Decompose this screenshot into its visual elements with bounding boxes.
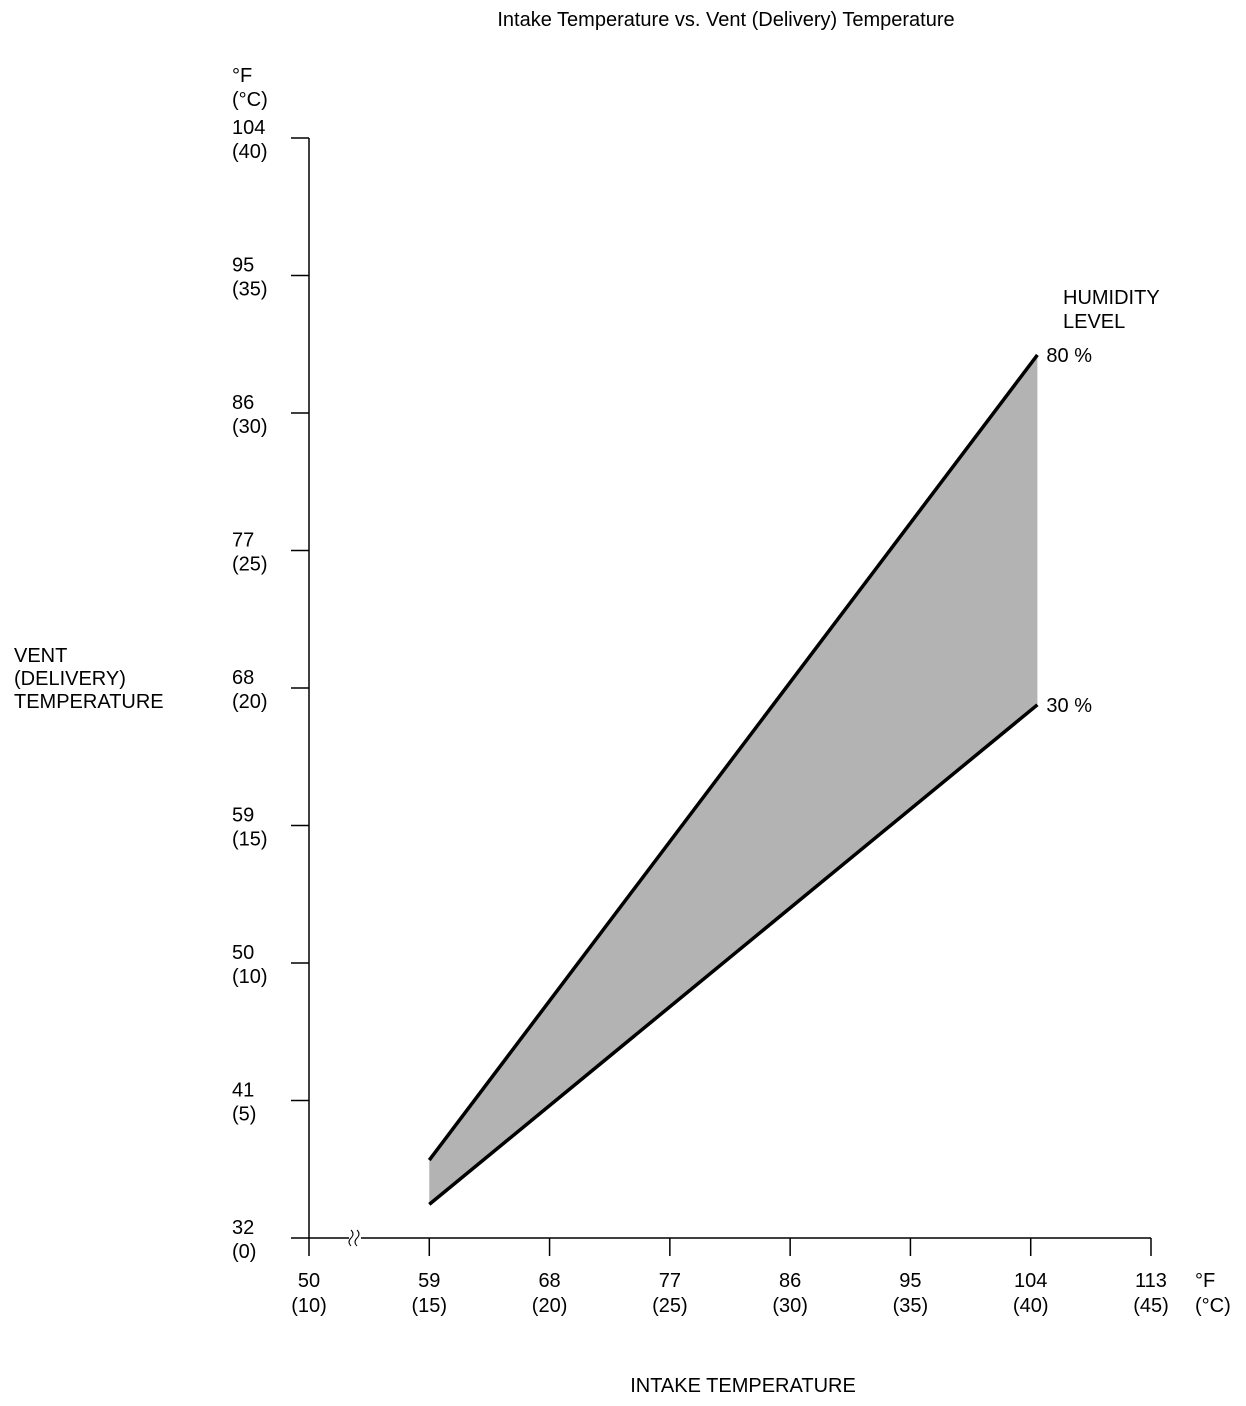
x-tick-label-f: 86 [779,1270,801,1292]
x-axis-unit: °F (°C) [1195,1270,1231,1317]
x-tick-label-c: (20) [532,1295,568,1317]
y-tick-label-f: 41 [232,1080,254,1102]
axis-break-stroke [348,1229,354,1247]
y-axis-label: VENT (DELIVERY) TEMPERATURE [14,645,164,713]
y-axis-unit-f: °F [232,65,252,87]
series-label-humidity-30: 30 % [1046,695,1092,717]
y-axis-unit-c: (°C) [232,89,268,111]
x-axis-ticks: 50 (10) 59 (15) 68 (20) 77 (25) 86 (30) 95 (35) 104 (… [291,1238,1169,1317]
legend-title: HUMIDITY LEVEL [1063,287,1160,333]
y-tick-label-f: 95 [232,255,254,277]
y-tick-label-c: (5) [232,1104,256,1126]
x-tick-label-c: (10) [291,1295,327,1317]
series-label-humidity-80: 80 % [1046,345,1092,367]
y-tick-label-f: 86 [232,392,254,414]
y-axis-label-line-3: TEMPERATURE [14,691,164,713]
chart-title: Intake Temperature vs. Vent (Delivery) T… [497,9,954,31]
x-tick-label-c: (30) [772,1295,808,1317]
legend-title-line-1: HUMIDITY [1063,287,1160,309]
y-tick-label-f: 68 [232,667,254,689]
y-tick-label-c: (10) [232,966,268,988]
x-axis-label: INTAKE TEMPERATURE [630,1375,856,1397]
humidity-band-area [429,354,1038,1205]
x-tick-label-f: 104 [1014,1270,1047,1292]
y-tick-label-c: (40) [232,141,268,163]
y-tick-label-f: 32 [232,1217,254,1239]
x-tick-label-f: 95 [899,1270,921,1292]
axis-break-gap [349,1228,361,1248]
x-axis-break-marker [348,1228,361,1248]
series-labels: 80 % 30 % [1046,345,1092,717]
y-tick-label-c: (15) [232,829,268,851]
y-axis-unit: °F (°C) [232,65,268,111]
x-tick-label-f: 113 [1135,1270,1167,1292]
series-line-humidity-30 [428,703,1039,1206]
series-lines [427,353,1039,1206]
legend-title-line-2: LEVEL [1063,311,1125,333]
axis-break-stroke [354,1229,360,1247]
y-tick-label-f: 59 [232,805,254,827]
y-tick-label-c: (20) [232,691,268,713]
x-tick-label-c: (25) [652,1295,688,1317]
y-axis-label-line-1: VENT [14,645,67,667]
y-tick-label-f: 50 [232,942,254,964]
y-tick-label-c: (0) [232,1241,256,1263]
x-tick-label-f: 59 [418,1270,440,1292]
y-tick-label-c: (25) [232,554,268,576]
x-axis-unit-c: (°C) [1195,1295,1231,1317]
series-line-humidity-80 [427,353,1039,1162]
y-tick-label-f: 77 [232,530,254,552]
y-axis-label-line-2: (DELIVERY) [14,668,126,690]
x-axis-unit-f: °F [1195,1270,1215,1292]
x-tick-label-f: 50 [298,1270,320,1292]
x-tick-label-c: (40) [1013,1295,1049,1317]
y-tick-label-c: (35) [232,279,268,301]
x-tick-label-f: 77 [659,1270,681,1292]
y-tick-label-c: (30) [232,416,268,438]
plot-area: 32(0)41(5)50(10)59(15)68(20)77(25)86(30)… [232,117,1169,1317]
x-tick-label-f: 68 [538,1270,560,1292]
x-tick-label-c: (15) [411,1295,447,1317]
x-tick-label-c: (45) [1133,1295,1169,1317]
y-axis-ticks: 32(0) 41(5) 50(10) 59(15) 68(20) 77(25) 86(30)… [232,117,309,1263]
y-tick-label-f: 104 [232,117,265,139]
x-tick-label-c: (35) [893,1295,929,1317]
